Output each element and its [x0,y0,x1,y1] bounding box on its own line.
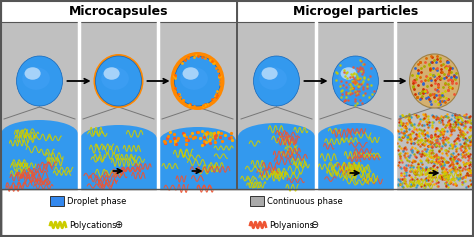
Ellipse shape [95,56,142,106]
Ellipse shape [254,56,300,106]
Ellipse shape [1,120,78,148]
Text: Polycations: Polycations [69,220,117,229]
Bar [1,189,473,236]
Ellipse shape [317,123,394,151]
Ellipse shape [338,67,366,90]
Bar [1,134,78,189]
Ellipse shape [22,67,50,90]
Text: Microcapsules: Microcapsules [69,5,168,18]
Ellipse shape [262,67,278,80]
Ellipse shape [340,67,356,80]
Bar [1,0,473,189]
Bar [237,0,474,22]
Bar [159,141,236,189]
Text: Continuous phase: Continuous phase [267,196,343,205]
Ellipse shape [259,67,287,90]
Ellipse shape [159,127,236,155]
Text: Droplet phase: Droplet phase [67,196,127,205]
Ellipse shape [101,67,129,90]
Text: ⊖: ⊖ [310,220,318,230]
Ellipse shape [25,67,41,80]
Bar [238,137,315,189]
Bar [50,196,64,206]
Bar [250,196,264,206]
Ellipse shape [171,52,225,110]
Ellipse shape [182,67,199,80]
Bar [1,189,473,236]
Ellipse shape [174,56,220,106]
Text: Polyanions: Polyanions [269,220,314,229]
Text: ⊕: ⊕ [114,220,122,230]
Text: Microgel particles: Microgel particles [293,5,418,18]
Ellipse shape [410,54,459,108]
Ellipse shape [17,56,63,106]
Ellipse shape [80,125,157,153]
Bar [80,139,157,189]
Ellipse shape [180,67,208,90]
Ellipse shape [332,56,379,106]
Ellipse shape [238,123,315,151]
Ellipse shape [93,54,144,108]
Ellipse shape [103,67,119,80]
Bar [317,137,394,189]
Bar [1,0,237,22]
